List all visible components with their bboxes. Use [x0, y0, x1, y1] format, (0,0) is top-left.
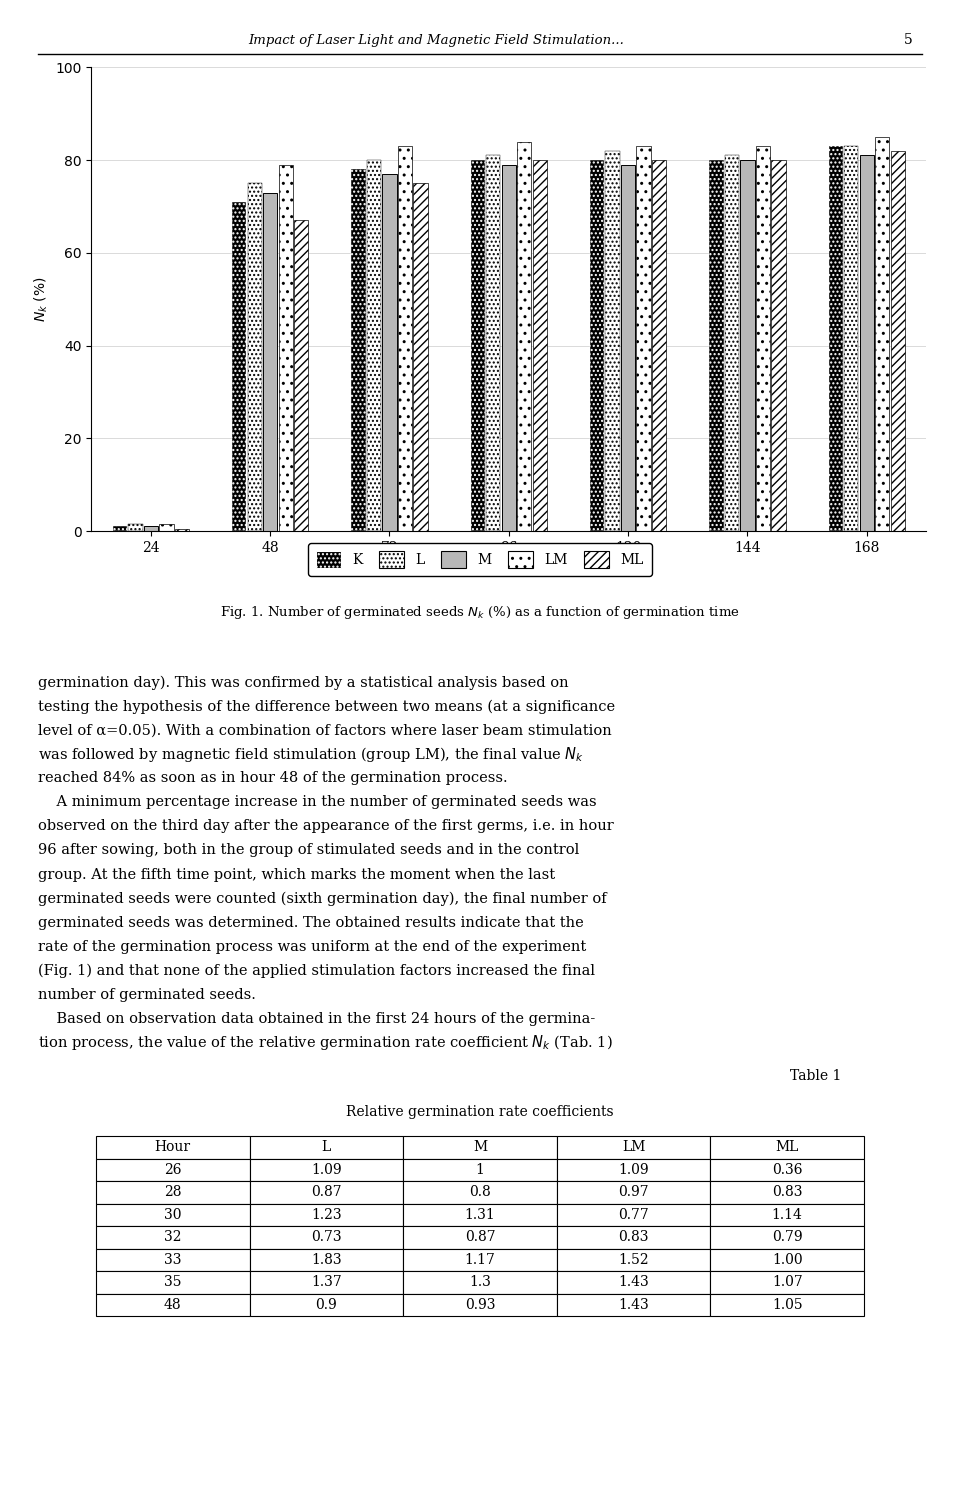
Bar	[248, 184, 262, 531]
Bar	[414, 184, 427, 531]
Text: Impact of Laser Light and Magnetic Field Stimulation...: Impact of Laser Light and Magnetic Field…	[248, 34, 624, 46]
Bar	[486, 156, 500, 531]
Legend: K, L, M, LM, ML: K, L, M, LM, ML	[308, 543, 652, 576]
Text: Based on observation data obtained in the first 24 hours of the germina-: Based on observation data obtained in th…	[38, 1011, 595, 1026]
X-axis label: time (h): time (h)	[481, 561, 537, 574]
Text: Fig. 1. Number of germinated seeds $N_k$ (%) as a function of germination time: Fig. 1. Number of germinated seeds $N_k$…	[220, 604, 740, 621]
Bar	[891, 151, 905, 531]
Bar	[470, 160, 485, 531]
Text: testing the hypothesis of the difference between two means (at a significance: testing the hypothesis of the difference…	[38, 699, 615, 714]
Text: 96 after sowing, both in the group of stimulated seeds and in the control: 96 after sowing, both in the group of st…	[38, 844, 580, 857]
Bar	[278, 165, 293, 531]
Bar	[144, 527, 158, 531]
Bar	[590, 160, 604, 531]
Bar	[263, 193, 277, 531]
Bar	[502, 165, 516, 531]
Text: Relative germination rate coefficients: Relative germination rate coefficients	[347, 1104, 613, 1119]
Text: 5: 5	[904, 33, 913, 48]
Text: (Fig. 1) and that none of the applied stimulation factors increased the final: (Fig. 1) and that none of the applied st…	[38, 963, 595, 978]
Y-axis label: $N_k$ (%): $N_k$ (%)	[32, 277, 50, 322]
Bar	[876, 138, 889, 531]
Bar	[382, 174, 396, 531]
Bar	[294, 220, 308, 531]
Text: group. At the fifth time point, which marks the moment when the last: group. At the fifth time point, which ma…	[38, 868, 556, 881]
Bar	[112, 527, 127, 531]
Text: was followed by magnetic field stimulation (group LM), the final value $N_k$: was followed by magnetic field stimulati…	[38, 745, 585, 764]
Bar	[756, 147, 770, 531]
Bar	[159, 524, 174, 531]
Bar	[397, 147, 412, 531]
Bar	[621, 165, 636, 531]
Text: level of α=0.05). With a combination of factors where laser beam stimulation: level of α=0.05). With a combination of …	[38, 724, 612, 738]
Bar	[606, 151, 620, 531]
Text: A minimum percentage increase in the number of germinated seeds was: A minimum percentage increase in the num…	[38, 796, 597, 809]
Bar	[367, 160, 381, 531]
Text: tion process, the value of the relative germination rate coefficient $N_k$ (Tab.: tion process, the value of the relative …	[38, 1034, 613, 1052]
Bar	[517, 142, 532, 531]
Bar	[725, 156, 739, 531]
Bar	[859, 156, 874, 531]
Bar	[740, 160, 755, 531]
Text: Table 1: Table 1	[790, 1068, 841, 1083]
Bar	[771, 160, 785, 531]
Bar	[129, 524, 142, 531]
Text: number of germinated seeds.: number of germinated seeds.	[38, 987, 256, 1002]
Bar	[652, 160, 666, 531]
Bar	[828, 147, 843, 531]
Bar	[844, 147, 858, 531]
Bar	[232, 202, 247, 531]
Text: reached 84% as soon as in hour 48 of the germination process.: reached 84% as soon as in hour 48 of the…	[38, 772, 508, 785]
Bar	[709, 160, 724, 531]
Text: rate of the germination process was uniform at the end of the experiment: rate of the germination process was unif…	[38, 939, 587, 953]
Bar	[533, 160, 547, 531]
Text: germinated seeds was determined. The obtained results indicate that the: germinated seeds was determined. The obt…	[38, 916, 584, 929]
Text: germination day). This was confirmed by a statistical analysis based on: germination day). This was confirmed by …	[38, 675, 569, 690]
Text: germinated seeds were counted (sixth germination day), the final number of: germinated seeds were counted (sixth ger…	[38, 892, 607, 905]
Bar	[351, 169, 366, 531]
Text: observed on the third day after the appearance of the first germs, i.e. in hour: observed on the third day after the appe…	[38, 820, 614, 833]
Bar	[636, 147, 651, 531]
Bar	[175, 528, 189, 531]
